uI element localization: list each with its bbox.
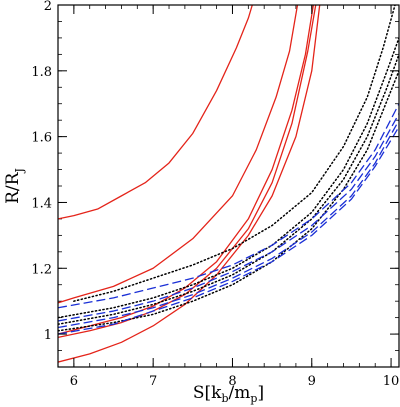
series-line-12 <box>58 119 399 329</box>
tick-layer: 6 7 8 9 10 1 1.2 1.4 1.6 1.8 2 <box>31 0 399 389</box>
x-axis-label-sub2: p <box>250 392 257 405</box>
series-line-5 <box>58 5 321 363</box>
series-line-11 <box>58 113 399 322</box>
series-line-7 <box>58 37 399 319</box>
plot-frame <box>57 4 400 368</box>
x-tick-label: 9 <box>308 374 316 389</box>
series-line-6 <box>73 5 396 302</box>
series-line-1 <box>58 5 253 220</box>
x-axis-label: S[kb/mp] <box>193 383 264 405</box>
series-layer <box>58 5 399 363</box>
x-axis-label-end: ] <box>257 383 264 403</box>
series-line-2 <box>58 5 299 304</box>
y-tick-label: 1.8 <box>31 65 52 80</box>
x-axis-label-mid: /m <box>229 383 251 403</box>
x-tick-label: 10 <box>383 374 400 389</box>
y-tick-label: 1.4 <box>31 196 52 211</box>
series-line-3 <box>58 5 314 335</box>
x-axis-label-main: S[k <box>193 383 222 403</box>
y-axis-label: R/RJ <box>3 168 26 204</box>
x-axis-label-sub1: b <box>222 392 229 405</box>
series-line-4 <box>58 5 317 339</box>
x-tick-label: 6 <box>70 374 78 389</box>
y-axis-label-main: R/R <box>3 171 23 204</box>
y-tick-label: 1 <box>44 328 52 343</box>
y-tick-label: 2 <box>44 0 52 14</box>
series-line-13 <box>58 126 399 335</box>
y-tick-label: 1.6 <box>31 131 52 146</box>
y-axis-label-sub: J <box>13 168 26 173</box>
x-tick-label: 7 <box>149 374 157 389</box>
series-line-10 <box>58 103 399 309</box>
series-line-9 <box>58 70 399 332</box>
series-line-8 <box>58 53 399 325</box>
x-tick-label: 8 <box>228 374 236 389</box>
y-tick-label: 1.2 <box>31 262 52 277</box>
